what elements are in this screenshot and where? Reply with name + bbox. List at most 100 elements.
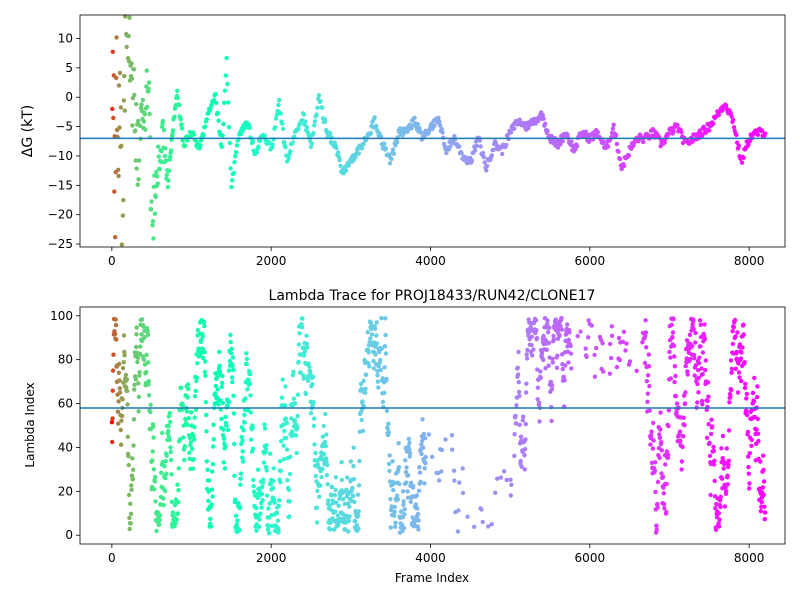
y-tick-label: −20 bbox=[48, 208, 73, 222]
dg-point bbox=[662, 140, 667, 145]
lambda-point bbox=[699, 366, 704, 371]
lambda-point bbox=[651, 438, 656, 443]
y-tick-label: 0 bbox=[65, 90, 73, 104]
lambda-point bbox=[157, 522, 162, 527]
lambda-point bbox=[321, 423, 326, 429]
dg-point bbox=[127, 15, 132, 20]
lambda-point bbox=[166, 414, 172, 419]
lambda-point bbox=[215, 375, 220, 380]
lambda-point bbox=[347, 504, 352, 509]
lambda-point bbox=[674, 410, 679, 415]
lambda-point bbox=[220, 400, 225, 406]
lambda-point bbox=[762, 510, 768, 515]
lambda-point bbox=[186, 416, 191, 421]
lambda-point bbox=[707, 440, 712, 445]
lambda-point bbox=[242, 420, 247, 425]
lambda-point bbox=[528, 325, 533, 330]
lambda-point bbox=[146, 382, 151, 387]
lambda-point bbox=[287, 514, 292, 519]
dg-point bbox=[626, 153, 632, 158]
lambda-point bbox=[642, 360, 648, 366]
lambda-point bbox=[151, 467, 157, 472]
lambda-point bbox=[121, 333, 127, 338]
lambda-point bbox=[746, 454, 751, 459]
lambda-point bbox=[151, 435, 156, 440]
dg-point bbox=[148, 207, 154, 212]
lambda-point bbox=[662, 506, 667, 511]
lambda-point bbox=[653, 489, 658, 495]
dg-point bbox=[225, 81, 230, 87]
lambda-point bbox=[548, 379, 554, 385]
lambda-point bbox=[386, 421, 391, 426]
top-y-axis-label: ΔG (kT) bbox=[20, 105, 36, 157]
lambda-point bbox=[537, 419, 542, 424]
dg-point bbox=[356, 151, 361, 156]
lambda-point bbox=[203, 400, 209, 405]
lambda-point bbox=[240, 459, 246, 464]
dg-point bbox=[472, 148, 478, 153]
lambda-point bbox=[666, 423, 671, 429]
lambda-point bbox=[210, 494, 215, 499]
lambda-point bbox=[551, 337, 556, 342]
lambda-point bbox=[418, 479, 423, 484]
lambda-point bbox=[125, 402, 130, 407]
lambda-point bbox=[157, 517, 162, 523]
dg-point bbox=[296, 127, 301, 132]
dg-point bbox=[762, 131, 768, 136]
lambda-point bbox=[204, 459, 209, 464]
dg-point bbox=[146, 80, 152, 85]
lambda-point bbox=[697, 318, 703, 323]
dg-point bbox=[469, 158, 475, 163]
lambda-point bbox=[185, 422, 190, 428]
lambda-point bbox=[655, 505, 660, 510]
dg-point bbox=[142, 112, 147, 117]
lambda-point bbox=[551, 333, 556, 339]
lambda-point bbox=[195, 361, 200, 366]
dg-point bbox=[114, 75, 119, 81]
dg-point bbox=[436, 115, 441, 121]
lambda-point bbox=[324, 432, 329, 437]
lambda-point bbox=[728, 394, 733, 400]
lambda-point bbox=[524, 381, 529, 386]
lambda-point bbox=[202, 369, 208, 375]
dg-point bbox=[444, 150, 449, 156]
dg-point bbox=[177, 102, 182, 108]
dg-point bbox=[368, 130, 373, 136]
dg-point bbox=[115, 167, 121, 172]
dg-point bbox=[232, 160, 237, 165]
lambda-point bbox=[192, 424, 197, 430]
lambda-point bbox=[117, 390, 123, 395]
lambda-point bbox=[191, 437, 197, 442]
dg-point bbox=[312, 119, 318, 124]
lambda-point bbox=[583, 346, 588, 351]
lambda-point bbox=[129, 487, 134, 492]
lambda-point bbox=[130, 456, 135, 461]
dg-point bbox=[120, 213, 126, 218]
lambda-point bbox=[538, 375, 543, 380]
lambda-point bbox=[206, 489, 211, 494]
dg-point bbox=[337, 158, 342, 163]
lambda-point bbox=[323, 411, 328, 417]
lambda-point bbox=[534, 335, 540, 341]
lambda-point bbox=[567, 330, 572, 335]
lambda-point bbox=[272, 500, 277, 505]
dg-point bbox=[202, 124, 208, 129]
dg-point bbox=[723, 103, 729, 108]
lambda-point bbox=[743, 381, 748, 386]
dg-point bbox=[334, 145, 339, 151]
lambda-point bbox=[173, 521, 178, 526]
lambda-point bbox=[494, 476, 500, 481]
lambda-point bbox=[240, 455, 245, 460]
lambda-point bbox=[711, 448, 716, 454]
lambda-point bbox=[302, 349, 308, 354]
lambda-point bbox=[262, 422, 267, 427]
dg-point bbox=[119, 242, 125, 247]
lambda-point bbox=[650, 446, 656, 451]
dg-point bbox=[327, 131, 333, 136]
lambda-point bbox=[569, 366, 574, 371]
lambda-point bbox=[421, 431, 426, 437]
dg-point bbox=[426, 130, 432, 135]
lambda-point bbox=[110, 439, 115, 445]
lambda-point bbox=[557, 333, 562, 338]
lambda-point bbox=[729, 366, 735, 372]
